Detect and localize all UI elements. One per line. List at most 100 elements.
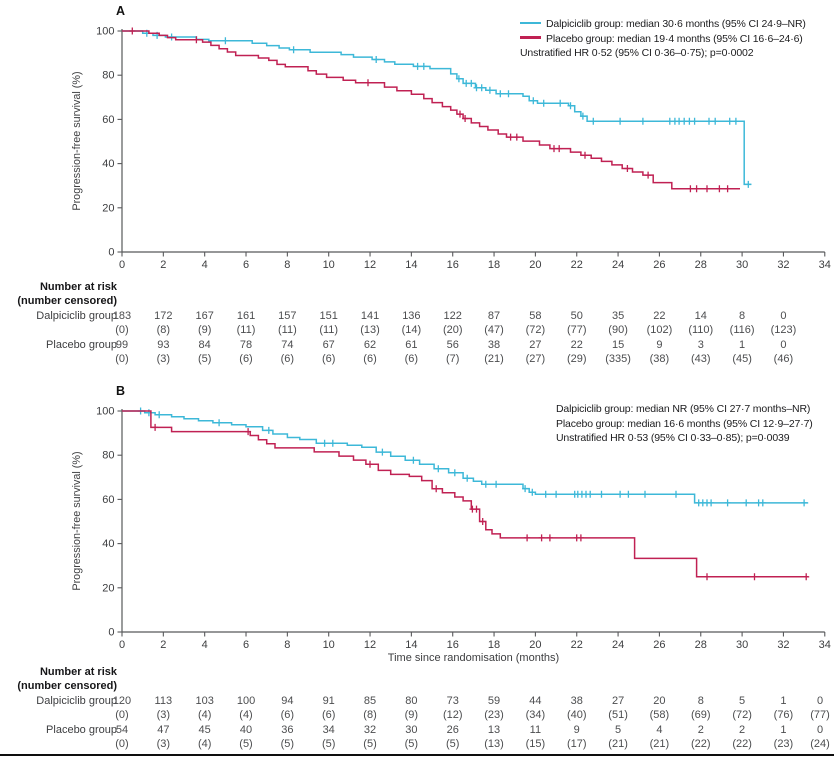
risk-count-cell: 1: [739, 339, 746, 351]
x-tick-label: 14: [405, 639, 417, 651]
risk-table-header: Number at risk: [39, 666, 117, 678]
risk-count-cell: 74: [281, 339, 294, 351]
risk-censored-cell: (6): [239, 353, 253, 365]
risk-censored-cell: (6): [404, 353, 419, 365]
risk-count-cell: 67: [322, 339, 335, 351]
risk-censored-cell: (9): [197, 324, 212, 336]
risk-censored-cell: (76): [773, 709, 794, 721]
x-axis: 0 2 4 6 8 10 12 14 16 18 20 22 24 26 28 30 32 34: [119, 631, 831, 651]
risk-censored-cell: (51): [608, 709, 628, 721]
risk-censored-cell: (22): [690, 738, 711, 750]
risk-censored-cell: (90): [608, 324, 628, 336]
risk-censored-cell: (5): [197, 353, 212, 365]
risk-count-cell: 59: [487, 695, 501, 707]
risk-censored-cell: (38): [649, 353, 670, 365]
risk-count-cell: 136: [402, 310, 421, 322]
risk-count-cell: 161: [236, 310, 256, 322]
panel-a-y-axis-title: Progression-free survival (%): [71, 71, 83, 211]
risk-count-cell: 47: [157, 724, 170, 736]
panel-b-legend: Dalpiciclib group: median NR (95% CI 27·…: [556, 402, 813, 446]
legend-entry-placebo-text: Placebo group: median 19·4 months (95% C…: [546, 32, 803, 45]
risk-count-cell: 13: [487, 724, 501, 736]
risk-count-cell: 0: [816, 695, 824, 707]
risk-count-cell: 11: [529, 724, 542, 736]
x-tick-label: 24: [612, 259, 624, 271]
risk-censored-cell: (3): [156, 709, 171, 721]
risk-count-cell: 5: [615, 724, 622, 736]
risk-count-cell: 87: [487, 310, 501, 322]
risk-count-cell: 56: [446, 339, 459, 351]
risk-censored-cell: (3): [156, 738, 171, 750]
risk-table-header: (number censored): [17, 680, 117, 692]
x-tick-label: 34: [819, 639, 831, 651]
risk-count-cell: 84: [198, 339, 211, 351]
risk-count-cell: 27: [529, 339, 542, 351]
x-tick-label: 8: [284, 639, 290, 651]
risk-row-label: Dalpiciclib group: [36, 310, 117, 322]
risk-count-cell: 122: [443, 310, 462, 322]
x-tick-label: 22: [571, 259, 583, 271]
risk-count-cell: 14: [694, 310, 707, 322]
risk-censored-cell: (6): [321, 353, 336, 365]
risk-censored-cell: (21): [649, 738, 670, 750]
risk-count-cell: 4: [656, 724, 663, 736]
x-tick-label: 12: [364, 259, 376, 271]
risk-censored-cell: (21): [484, 353, 504, 365]
risk-censored-cell: (8): [363, 709, 377, 721]
risk-count-cell: 1: [780, 724, 787, 736]
legend-entry-dalpiciclib: Dalpiciclib group: median 30·6 months (9…: [520, 17, 806, 32]
legend-entry-dalpiciclib-text: Dalpiciclib group: median NR (95% CI 27·…: [556, 403, 811, 415]
risk-censored-cell: (123): [770, 324, 797, 336]
x-tick-label: 4: [202, 639, 208, 651]
legend-entry-dalpiciclib-text: Dalpiciclib group: median 30·6 months (9…: [546, 18, 806, 30]
risk-censored-cell: (77): [810, 709, 830, 721]
risk-count-cell: 172: [154, 310, 173, 322]
risk-count-cell: 54: [115, 724, 129, 736]
risk-censored-cell: (6): [280, 709, 295, 721]
risk-censored-cell: (69): [690, 709, 711, 721]
risk-count-cell: 45: [198, 724, 211, 736]
risk-censored-cell: (29): [566, 353, 587, 365]
risk-count-cell: 120: [112, 695, 132, 707]
risk-censored-cell: (5): [445, 738, 460, 750]
x-tick-label: 2: [160, 259, 166, 271]
risk-count-cell: 44: [529, 695, 542, 707]
risk-count-cell: 9: [573, 724, 580, 736]
risk-censored-cell: (47): [484, 324, 504, 336]
risk-censored-cell: (7): [445, 353, 460, 365]
x-tick-label: 16: [447, 259, 459, 271]
risk-count-cell: 8: [739, 310, 746, 322]
x-tick-label: 10: [323, 259, 335, 271]
y-tick-label: 60: [102, 114, 114, 126]
y-axis: 0 20 40 60 80 100: [96, 26, 123, 259]
y-tick-label: 0: [108, 247, 114, 259]
risk-censored-cell: (0): [115, 353, 129, 365]
legend-entry-placebo: Placebo group: median 19·4 months (95% C…: [520, 32, 806, 47]
risk-censored-cell: (3): [156, 353, 171, 365]
risk-censored-cell: (5): [239, 738, 253, 750]
censor-marks-dalpiciclib: [143, 29, 752, 188]
x-tick-label: 4: [202, 259, 208, 271]
risk-censored-cell: (4): [197, 709, 212, 721]
risk-censored-cell: (6): [280, 353, 295, 365]
risk-censored-cell: (4): [239, 709, 253, 721]
risk-count-cell: 157: [278, 310, 297, 322]
risk-censored-cell: (21): [608, 738, 628, 750]
risk-censored-cell: (24): [810, 738, 830, 750]
y-tick-label: 0: [108, 627, 114, 639]
risk-censored-cell: (15): [525, 738, 546, 750]
x-tick-label: 20: [529, 639, 541, 651]
risk-censored-cell: (27): [525, 353, 546, 365]
legend-hr-note: Unstratified HR 0·53 (95% CI 0·33–0·85);…: [556, 432, 790, 444]
risk-count-cell: 99: [115, 339, 129, 351]
risk-censored-cell: (4): [197, 738, 212, 750]
risk-censored-cell: (45): [732, 353, 752, 365]
x-tick-label: 8: [284, 259, 290, 271]
risk-censored-cell: (58): [649, 709, 670, 721]
risk-censored-cell: (5): [321, 738, 336, 750]
risk-censored-cell: (0): [115, 324, 129, 336]
risk-count-cell: 85: [363, 695, 377, 707]
risk-count-cell: 30: [405, 724, 418, 736]
risk-count-cell: 9: [656, 339, 663, 351]
